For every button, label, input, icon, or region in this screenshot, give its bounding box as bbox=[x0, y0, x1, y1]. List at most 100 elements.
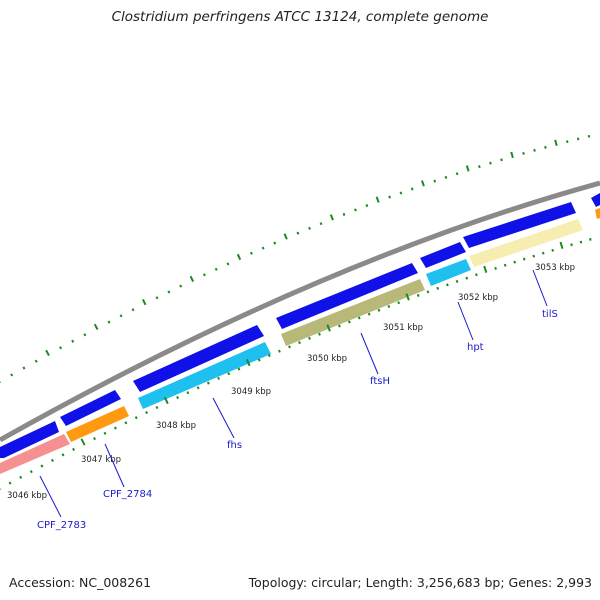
outer-tick bbox=[587, 134, 591, 138]
outer-tick bbox=[261, 246, 265, 250]
ruler-tick bbox=[176, 396, 180, 400]
ruler-tick bbox=[298, 341, 301, 345]
outer-tick bbox=[10, 373, 14, 377]
outer-tick bbox=[354, 208, 357, 212]
ruler-tick bbox=[579, 240, 583, 244]
outer-tick bbox=[522, 151, 525, 155]
ruler-tick bbox=[503, 263, 507, 267]
outer-tick bbox=[410, 187, 414, 191]
ruler-label: 3050 kbp bbox=[307, 354, 347, 364]
leader-line-CPF_2783 bbox=[39, 475, 62, 518]
ruler-tick bbox=[397, 301, 401, 305]
gene-label-tilS[interactable]: tilS bbox=[542, 309, 558, 320]
gene-label-fhs[interactable]: fhs bbox=[227, 440, 242, 451]
ruler-tick bbox=[436, 286, 440, 290]
ruler-tick bbox=[522, 257, 526, 261]
ruler-tick bbox=[277, 349, 281, 353]
outer-tick bbox=[83, 333, 87, 337]
forward-cds-arrow[interactable] bbox=[420, 242, 466, 268]
forward-cds-arrow[interactable] bbox=[276, 263, 418, 329]
outer-tick bbox=[226, 262, 230, 266]
ruler-label: 3053 kbp bbox=[535, 263, 575, 273]
outer-tick bbox=[71, 339, 75, 343]
inner-tick-ring bbox=[0, 237, 592, 490]
forward-cds-arrow[interactable] bbox=[591, 193, 600, 207]
outer-tick bbox=[189, 275, 195, 282]
ruler-tick bbox=[245, 358, 251, 367]
ruler-tick bbox=[288, 345, 291, 349]
gene-arrow-ftsH[interactable] bbox=[281, 279, 425, 346]
ruler-tick bbox=[227, 372, 231, 376]
gene-arrow-partial[interactable] bbox=[595, 208, 600, 219]
ruler-tick bbox=[61, 453, 65, 457]
ruler-tick bbox=[475, 273, 478, 277]
ruler-tick bbox=[367, 312, 371, 316]
outer-tick bbox=[544, 145, 547, 149]
gene-label-hpt[interactable]: hpt bbox=[467, 342, 484, 353]
outer-tick bbox=[433, 179, 437, 183]
ruler-tick bbox=[267, 354, 271, 358]
outer-tick bbox=[22, 366, 26, 370]
accession-text: Accession: NC_008261 bbox=[9, 575, 152, 590]
forward-cds-arrow[interactable] bbox=[60, 390, 121, 426]
ruler-tick bbox=[124, 421, 128, 425]
forward-cds-arrow[interactable] bbox=[463, 202, 576, 248]
genome-backbone bbox=[0, 180, 600, 443]
outer-tick bbox=[283, 233, 288, 240]
gene-arrow-fhs[interactable] bbox=[138, 342, 271, 409]
outer-tick bbox=[455, 172, 459, 176]
outer-tick bbox=[489, 161, 492, 165]
gene-arrow-CPF_2783[interactable] bbox=[0, 434, 70, 474]
outer-tick bbox=[500, 158, 503, 162]
outer-tick bbox=[565, 140, 569, 144]
outer-tick bbox=[236, 253, 242, 261]
ruler-tick bbox=[93, 437, 96, 441]
ruler-tick bbox=[326, 324, 331, 332]
ruler-tick bbox=[80, 438, 86, 446]
outer-tick bbox=[365, 204, 369, 208]
outer-tick bbox=[576, 137, 580, 141]
ruler-tick bbox=[551, 248, 555, 252]
gene-label-CPF_2784[interactable]: CPF_2784 bbox=[103, 489, 152, 500]
ruler-tick bbox=[387, 304, 391, 308]
ruler-label: 3049 kbp bbox=[231, 387, 271, 397]
forward-cds-arrow[interactable] bbox=[133, 325, 264, 392]
leader-line-CPF_2784 bbox=[104, 443, 125, 488]
outer-tick bbox=[119, 314, 123, 318]
gene-arrow-hpt[interactable] bbox=[426, 259, 471, 286]
ruler-tick bbox=[570, 243, 573, 247]
ruler-tick bbox=[532, 254, 536, 258]
forward-cds-arrow[interactable] bbox=[0, 421, 59, 458]
ruler-tick bbox=[40, 464, 44, 468]
outer-tick bbox=[141, 299, 147, 306]
outer-tick bbox=[388, 195, 391, 199]
outer-tick bbox=[45, 349, 50, 357]
ruler-tick bbox=[196, 386, 200, 390]
ruler-tick bbox=[113, 426, 117, 430]
ruler-tick bbox=[237, 367, 241, 371]
gene-label-leaders bbox=[39, 269, 548, 518]
outer-tick bbox=[93, 323, 99, 330]
outer-tick bbox=[308, 226, 311, 230]
outer-tick bbox=[214, 267, 218, 271]
outer-tick-ring bbox=[0, 134, 591, 383]
ruler-tick bbox=[377, 308, 381, 312]
ruler-tick bbox=[541, 251, 545, 255]
ruler-labels: 3046 kbp 3047 kbp 3048 kbp 3049 kbp 3050… bbox=[7, 263, 575, 501]
reverse-strand-track bbox=[0, 208, 600, 474]
leader-line-fhs bbox=[212, 397, 235, 439]
ruler-label: 3052 kbp bbox=[458, 293, 498, 303]
gene-label-CPF_2783[interactable]: CPF_2783 bbox=[37, 520, 86, 531]
gene-arrow-CPF_2784[interactable] bbox=[66, 406, 129, 442]
ruler-tick bbox=[426, 290, 430, 294]
map-title: Clostridium perfringens ATCC 13124, comp… bbox=[111, 9, 489, 25]
gene-arrow-tilS[interactable] bbox=[469, 219, 583, 267]
outer-tick bbox=[375, 196, 380, 203]
ruler-tick bbox=[186, 391, 190, 395]
outer-tick bbox=[59, 346, 63, 350]
ruler-tick bbox=[455, 279, 459, 283]
gene-label-ftsH[interactable]: ftsH bbox=[370, 376, 390, 387]
outer-tick bbox=[296, 231, 300, 235]
ruler-tick bbox=[8, 481, 12, 485]
